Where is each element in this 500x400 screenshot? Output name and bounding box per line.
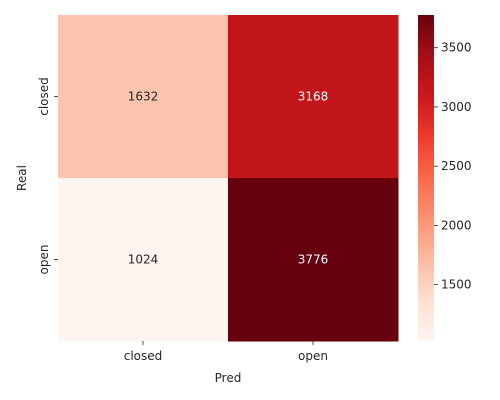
y-tick-label-open: open [37,245,51,275]
cell-value-1-1: 3776 [298,253,329,267]
cell-value-0-1: 3168 [298,90,329,104]
heatmap-cell-1-1 [228,178,399,342]
colorbar-tick-label-2000: 2000 [441,218,472,232]
x-tick-label-closed: closed [124,349,163,363]
cell-value-1-0: 1024 [128,253,159,267]
colorbar-tick-label-3500: 3500 [441,41,472,55]
y-axis-ticks: closed open [37,77,58,274]
colorbar-gradient [418,15,434,341]
heatmap-cell-0-0 [58,15,229,179]
x-axis-label: Pred [215,371,242,385]
y-tick-label-closed: closed [37,77,51,116]
colorbar-tick-label-2500: 2500 [441,159,472,173]
heatmap-cell-0-1 [228,15,399,179]
heatmap-cells: 1632 3168 1024 3776 [58,15,399,342]
colorbar-tick-label-3000: 3000 [441,100,472,114]
x-tick-label-open: open [298,349,328,363]
heatmap-cell-1-0 [58,178,229,342]
cell-value-0-0: 1632 [128,90,159,104]
colorbar: 1500 2000 2500 3000 3500 [418,15,472,341]
colorbar-tick-label-1500: 1500 [441,278,472,292]
x-axis-ticks: closed open [124,341,328,363]
y-axis-label: Real [15,165,29,191]
